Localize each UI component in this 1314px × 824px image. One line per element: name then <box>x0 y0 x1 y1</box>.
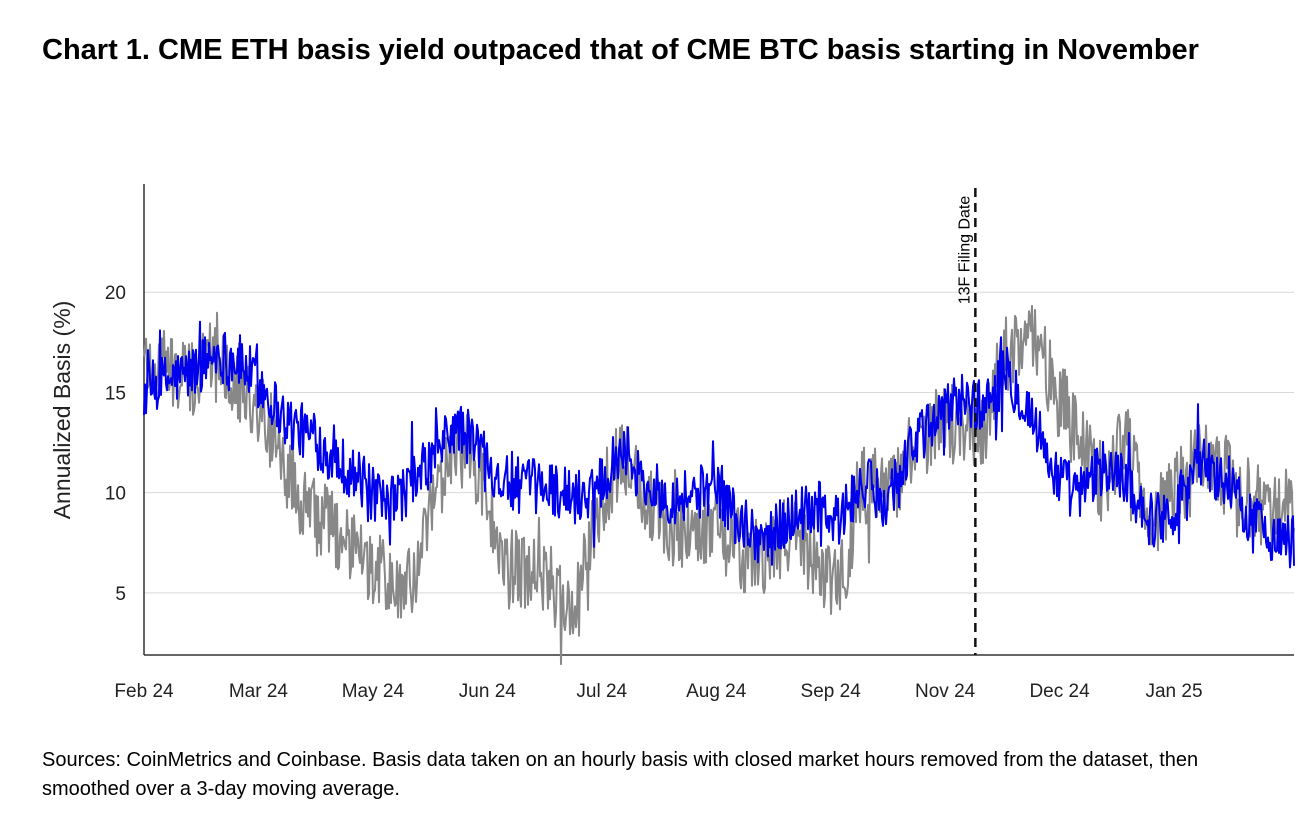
x-tick-label: Jul 24 <box>576 681 627 702</box>
x-tick-label: Jun 24 <box>459 681 516 702</box>
y-tick-label: 20 <box>105 283 126 304</box>
x-tick-label: Jan 25 <box>1145 681 1202 702</box>
series-line-blue <box>143 320 1295 569</box>
y-tick-labels: 5 10 15 20 <box>105 283 126 605</box>
x-tick-label: Feb 24 <box>114 681 174 702</box>
x-tick-label: Nov 24 <box>915 681 976 702</box>
y-axis-title: Annualized Basis (%) <box>49 301 75 520</box>
series-group <box>143 304 1295 666</box>
source-note: Sources: CoinMetrics and Coinbase. Basis… <box>42 749 1199 800</box>
x-tick-label: Sep 24 <box>801 681 862 702</box>
y-tick-label: 15 <box>105 383 126 404</box>
chart: Annualized Basis (%) 5 10 15 20 Feb 24 Mar 2… <box>49 184 1295 702</box>
x-tick-label: Mar 24 <box>229 681 289 702</box>
filing-date-label: 13F Filing Date <box>956 196 973 305</box>
chart-title: Chart 1. CME ETH basis yield outpaced th… <box>42 34 1199 66</box>
y-tick-label: 10 <box>105 484 126 505</box>
x-tick-labels: Feb 24 Mar 24 May 24 Jun 24 Jul 24 Aug 24 Sep … <box>114 681 1202 702</box>
x-tick-label: Aug 24 <box>686 681 747 702</box>
x-tick-label: May 24 <box>342 681 405 702</box>
x-tick-label: Dec 24 <box>1029 681 1090 702</box>
y-tick-label: 5 <box>115 584 126 605</box>
